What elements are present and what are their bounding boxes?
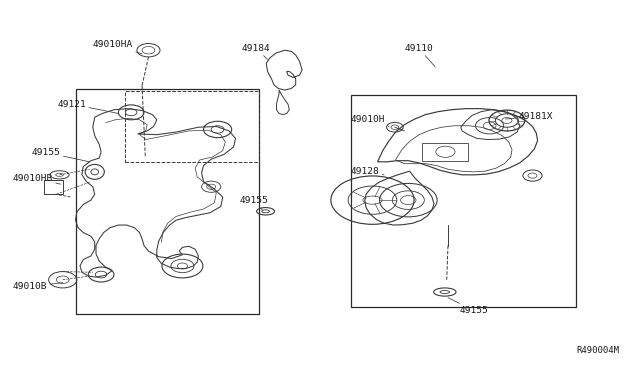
Text: 49181X: 49181X [506, 112, 553, 121]
Text: 49155: 49155 [240, 196, 269, 210]
Bar [422, 143, 468, 161]
Bar [44, 180, 63, 194]
Text: 49155: 49155 [448, 298, 488, 315]
Text: 49184: 49184 [242, 44, 271, 60]
Bar [351, 95, 576, 307]
Text: 49121: 49121 [58, 100, 118, 113]
Text: 49155: 49155 [32, 148, 90, 162]
Bar [76, 89, 259, 314]
Text: 49010HB: 49010HB [13, 174, 61, 184]
Text: 49110: 49110 [404, 44, 435, 67]
Text: 49010H: 49010H [351, 115, 389, 126]
Text: R490004M: R490004M [577, 346, 620, 355]
Text: 49010B: 49010B [13, 282, 63, 291]
Text: 49128: 49128 [351, 167, 384, 176]
Text: 49010HA: 49010HA [93, 40, 142, 54]
Bar [125, 91, 259, 162]
